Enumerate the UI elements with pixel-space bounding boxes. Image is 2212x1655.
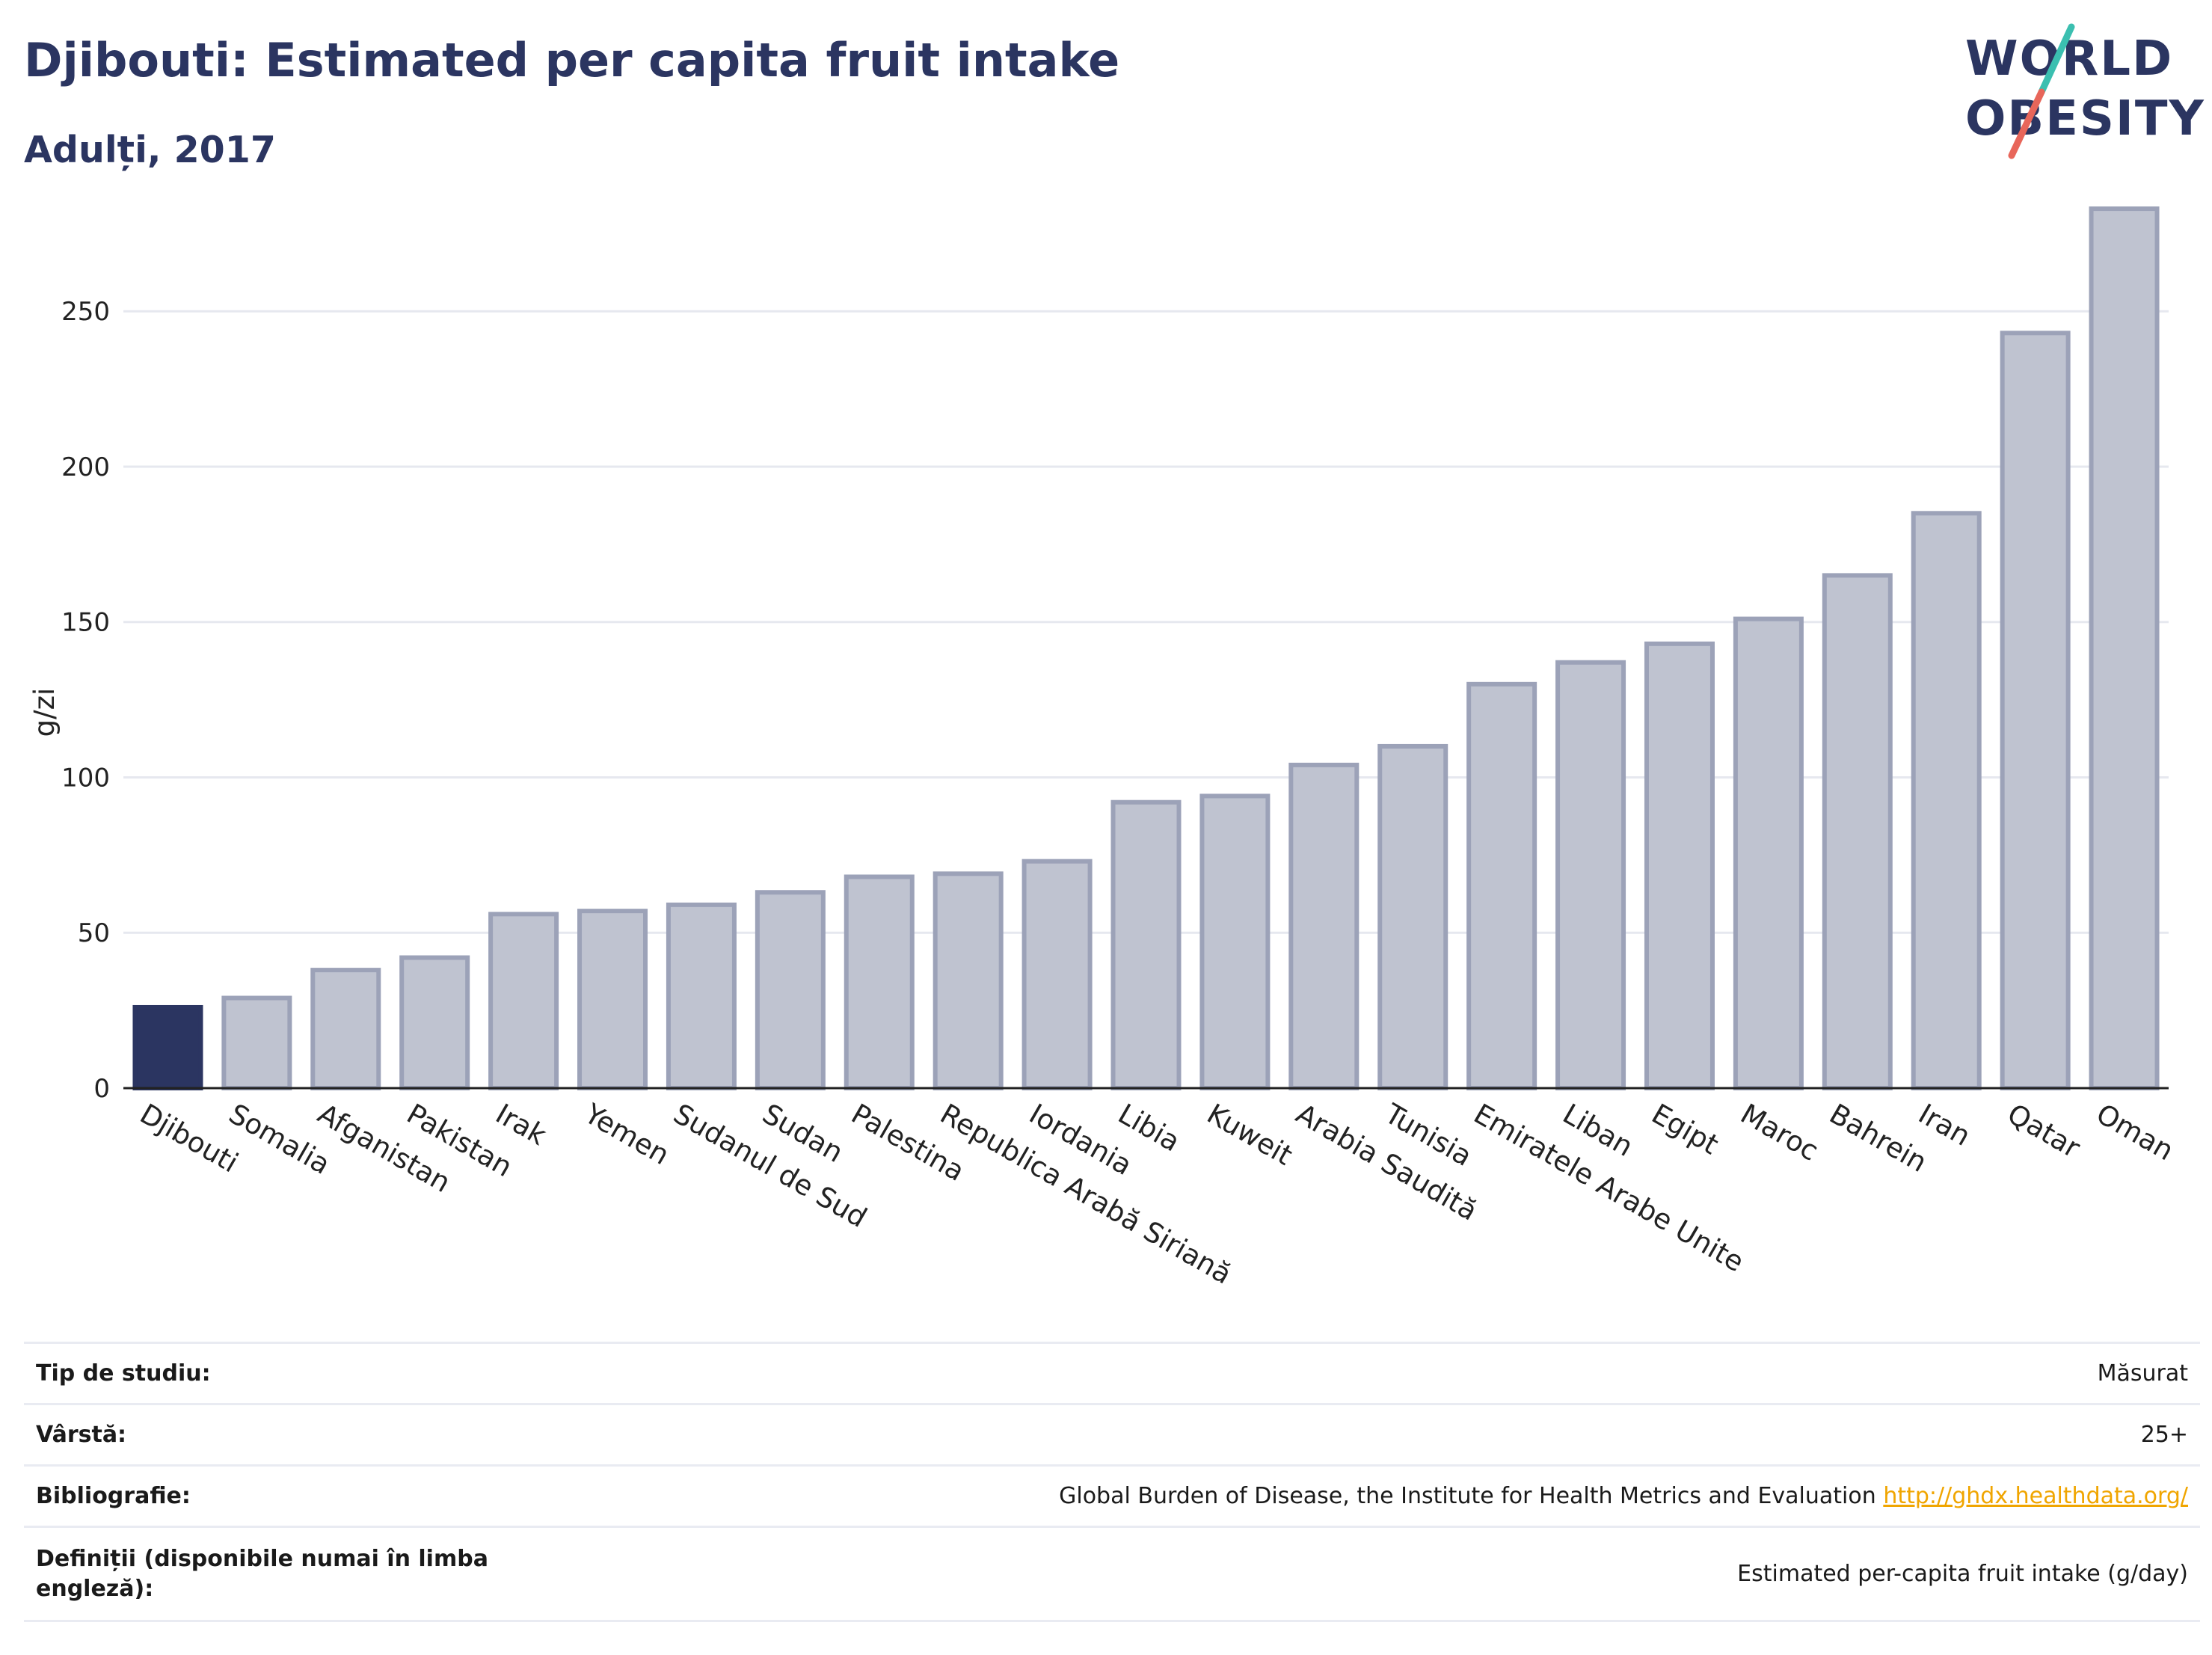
bar-qatar xyxy=(2000,331,2071,1090)
x-tick-label: Djibouti xyxy=(135,1098,244,1179)
info-value: Global Burden of Disease, the Institute … xyxy=(1059,1482,1876,1509)
bar-afganistan xyxy=(310,968,381,1090)
info-value-cell: Global Burden of Disease, the Institute … xyxy=(511,1464,2200,1527)
info-row-bibliography: Bibliografie: Global Burden of Disease, … xyxy=(24,1464,2200,1527)
info-value: Măsurat xyxy=(511,1342,2200,1404)
bars xyxy=(132,206,2160,1091)
logo-slash-top xyxy=(2038,23,2075,96)
bar-kuweit xyxy=(1199,793,1271,1091)
bar-iran xyxy=(1911,511,1982,1090)
y-tick-label: 250 xyxy=(61,297,110,327)
bar-egipt xyxy=(1644,641,1715,1090)
chart-title: Djibouti: Estimated per capita fruit int… xyxy=(24,33,1120,87)
bar-liban xyxy=(1555,660,1626,1090)
info-value: Estimated per-capita fruit intake (g/day… xyxy=(511,1526,2200,1622)
bibliography-link[interactable]: http://ghdx.healthdata.org/ xyxy=(1883,1482,2188,1509)
bar-sudan xyxy=(755,890,826,1090)
info-label: Vârstă: xyxy=(24,1403,511,1466)
chart-subtitle: Adulți, 2017 xyxy=(24,129,276,171)
bar-bahrein xyxy=(1822,573,1893,1090)
y-tick-label: 0 xyxy=(93,1074,110,1104)
logo-slash-bottom xyxy=(2008,88,2045,159)
x-tick-label: Qatar xyxy=(2002,1098,2086,1165)
world-obesity-logo: WORLD OBESITY xyxy=(1965,23,2205,159)
y-tick-label: 100 xyxy=(61,763,110,793)
bar-yemen xyxy=(577,909,648,1090)
info-label: Bibliografie: xyxy=(24,1464,511,1527)
x-tick-label: Egipt xyxy=(1646,1098,1724,1161)
bar-emiratele-arabe-unite xyxy=(1466,681,1537,1090)
bar-republica-arabă-siriană xyxy=(933,871,1004,1090)
bar-somalia xyxy=(221,995,292,1090)
y-tick-label: 150 xyxy=(61,608,110,638)
info-table: Tip de studiu: Măsurat Vârstă: 25+ Bibli… xyxy=(24,1342,2200,1622)
info-value: 25+ xyxy=(511,1403,2200,1466)
bar-iordania xyxy=(1021,859,1093,1090)
info-row-study-type: Tip de studiu: Măsurat xyxy=(24,1342,2200,1404)
y-tick-label: 200 xyxy=(61,452,110,482)
y-tick-labels: 0 50 100 150 200 250 xyxy=(61,297,110,1104)
bar-arabia-saudită xyxy=(1288,762,1360,1090)
x-tick-label: Oman xyxy=(2091,1098,2179,1167)
bar-pakistan xyxy=(399,955,470,1091)
info-label: Tip de studiu: xyxy=(24,1342,511,1404)
info-label: Definiții (disponibile numai în limba en… xyxy=(24,1526,511,1622)
y-tick-label: 50 xyxy=(78,918,110,948)
bar-palestina xyxy=(844,874,915,1090)
y-axis-title: g/zi xyxy=(28,688,61,737)
x-tick-label: Bahrein xyxy=(1824,1098,1932,1179)
x-tick-label: Kuweit xyxy=(1202,1098,1298,1172)
bar-irak xyxy=(488,912,559,1090)
bar-oman xyxy=(2089,206,2160,1091)
info-row-age: Vârstă: 25+ xyxy=(24,1403,2200,1466)
x-tick-label: Yemen xyxy=(579,1097,675,1171)
bar-sudanul-de-sud xyxy=(666,902,737,1091)
bar-libia xyxy=(1110,799,1182,1090)
logo-line2: OBESITY xyxy=(1965,91,2205,147)
x-tick-label: Irak xyxy=(491,1098,553,1152)
x-tick-label: Somalia xyxy=(224,1098,336,1181)
x-tick-label: Maroc xyxy=(1735,1098,1823,1167)
bar-chart: 0 50 100 150 200 250 DjiboutiSomaliaAfganista… xyxy=(28,206,2179,1291)
bar-djibouti xyxy=(132,1004,203,1091)
bar-tunisia xyxy=(1377,743,1448,1090)
bar-maroc xyxy=(1733,616,1804,1090)
info-row-definitions: Definiții (disponibile numai în limba en… xyxy=(24,1526,2200,1622)
x-tick-label: Iran xyxy=(1913,1098,1976,1152)
